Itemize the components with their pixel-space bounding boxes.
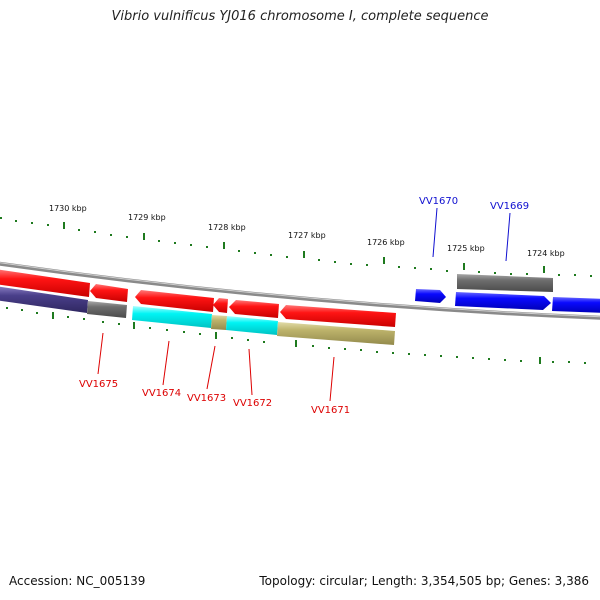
chromosome-backbone xyxy=(0,261,600,320)
ruler-label-1728: 1728 kbp xyxy=(208,223,246,232)
top-gene-labels: VV1670 VV1669 xyxy=(419,196,529,212)
gene-vv1673-arrow[interactable] xyxy=(213,298,228,313)
feature-gray-top xyxy=(457,274,553,292)
feature-purple xyxy=(0,286,88,313)
gene-vv1674-arrow[interactable] xyxy=(135,290,214,312)
outer-major-ticks xyxy=(63,222,545,273)
leader-vv1674 xyxy=(162,340,170,386)
chromosome-backbone-highlight xyxy=(0,262,600,318)
gene-next-forward-arrow[interactable] xyxy=(552,297,600,313)
ruler-labels: 1730 kbp 1729 kbp 1728 kbp 1727 kbp 1726… xyxy=(49,204,565,258)
gene-vv1675-arrow[interactable] xyxy=(90,284,128,302)
gene-prev-reverse-arrow[interactable] xyxy=(0,269,90,297)
gene-label-vv1673[interactable]: VV1673 xyxy=(187,393,226,404)
leader-vv1670 xyxy=(432,207,438,258)
ruler-label-1729: 1729 kbp xyxy=(128,213,166,222)
leader-vv1675 xyxy=(97,332,104,375)
inner-major-ticks xyxy=(52,312,541,364)
forward-strand-features xyxy=(415,274,600,313)
gene-label-vv1670[interactable]: VV1670 xyxy=(419,196,458,207)
top-gene-leaders xyxy=(432,207,511,262)
ruler-label-1727: 1727 kbp xyxy=(288,231,326,240)
summary-text: Topology: circular; Length: 3,354,505 bp… xyxy=(259,574,589,588)
secondary-features xyxy=(0,286,395,345)
reverse-strand-features xyxy=(0,269,396,327)
accession-text: Accession: NC_005139 xyxy=(9,574,146,588)
leader-vv1669 xyxy=(505,212,511,262)
leader-vv1671 xyxy=(329,356,335,402)
ruler-label-1724: 1724 kbp xyxy=(527,249,565,258)
ruler-label-1730: 1730 kbp xyxy=(49,204,87,213)
gene-vv1672-arrow[interactable] xyxy=(229,300,279,318)
gene-label-vv1674[interactable]: VV1674 xyxy=(142,388,181,399)
gene-label-vv1669[interactable]: VV1669 xyxy=(490,201,529,212)
inner-tick-dots xyxy=(6,307,586,364)
leader-vv1672 xyxy=(248,348,253,396)
gene-vv1671-arrow[interactable] xyxy=(280,305,396,327)
feature-cyan-2 xyxy=(226,316,278,335)
bottom-gene-leaders xyxy=(97,332,335,402)
map-title: Vibrio vulnificus YJ016 chromosome I, co… xyxy=(111,9,489,24)
feature-gray-bottom xyxy=(87,301,127,318)
leader-vv1673 xyxy=(206,345,216,390)
gene-label-vv1671[interactable]: VV1671 xyxy=(311,405,350,416)
outer-tick-dots xyxy=(0,217,592,277)
bottom-gene-labels: VV1675 VV1674 VV1673 VV1672 VV1671 xyxy=(79,379,350,416)
feature-olive-1 xyxy=(211,315,227,330)
gene-label-vv1675[interactable]: VV1675 xyxy=(79,379,118,390)
feature-cyan-1 xyxy=(132,306,212,328)
gene-vv1669-arrow[interactable] xyxy=(455,292,551,310)
gene-label-vv1672[interactable]: VV1672 xyxy=(233,398,272,409)
ruler-label-1726: 1726 kbp xyxy=(367,238,405,247)
gene-vv1670-arrow[interactable] xyxy=(415,289,446,303)
feature-olive-2 xyxy=(277,322,395,345)
ruler-label-1725: 1725 kbp xyxy=(447,244,485,253)
